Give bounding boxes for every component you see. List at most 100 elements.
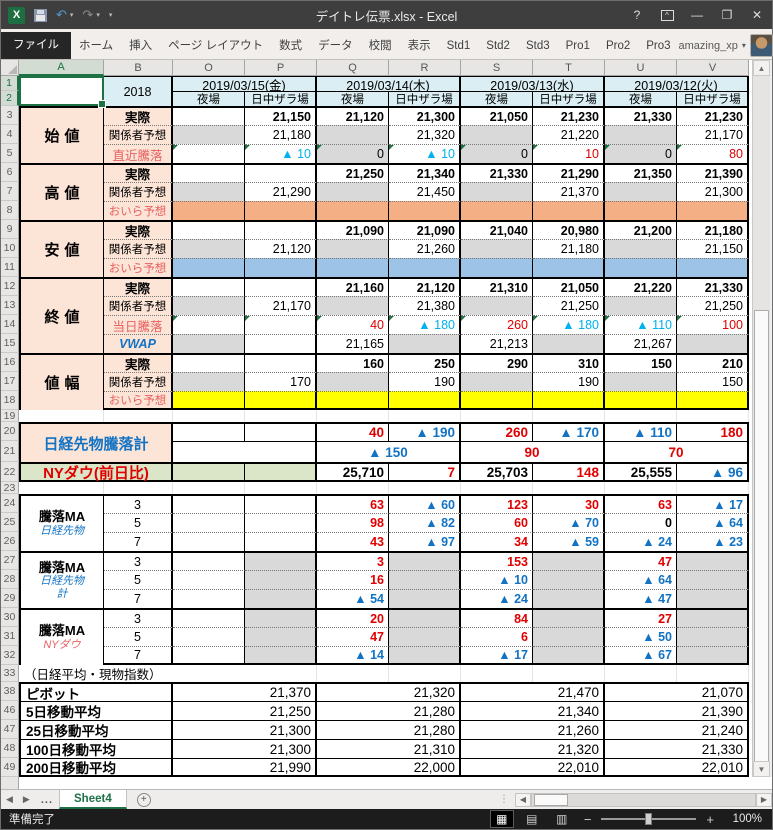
cell[interactable] xyxy=(173,220,245,239)
cell[interactable]: 21,213 xyxy=(461,334,533,353)
cell[interactable] xyxy=(173,315,245,334)
cell[interactable]: 21,350 xyxy=(605,163,677,182)
sheet-nav-right-icon[interactable]: ▶ xyxy=(22,794,30,804)
cell[interactable] xyxy=(461,296,533,315)
cell[interactable]: ▲ 23 xyxy=(677,532,749,551)
zoom-level[interactable]: 100% xyxy=(732,813,762,825)
cell[interactable]: 90 xyxy=(461,441,605,462)
cell[interactable] xyxy=(173,391,245,410)
cell[interactable]: 5 xyxy=(104,627,173,646)
cell[interactable]: 22,010 xyxy=(605,758,749,777)
column-header-A[interactable]: A xyxy=(19,60,104,76)
row-header-10[interactable]: 10 xyxy=(1,239,19,258)
cell[interactable]: 25日移動平均 xyxy=(19,720,173,739)
page-break-view-button[interactable]: ▥ xyxy=(556,812,568,826)
undo-icon[interactable]: ↶ xyxy=(56,7,67,22)
cell[interactable]: 21,150 xyxy=(245,106,317,125)
row-header-17[interactable]: 17 xyxy=(1,372,19,391)
cell[interactable]: ▲ 70 xyxy=(533,513,605,532)
cell[interactable] xyxy=(677,334,749,353)
cell[interactable] xyxy=(245,532,317,551)
cell[interactable]: 70 xyxy=(605,441,749,462)
cell[interactable] xyxy=(461,372,533,391)
maximize-button[interactable]: ❐ xyxy=(721,8,733,22)
cell[interactable]: 7 xyxy=(104,532,173,551)
row-header-46[interactable]: 46 xyxy=(1,701,19,720)
cell[interactable]: 30 xyxy=(533,494,605,513)
cell[interactable] xyxy=(173,589,245,608)
cell[interactable]: 21,267 xyxy=(605,334,677,353)
cell[interactable] xyxy=(173,627,245,646)
cell[interactable]: 21,220 xyxy=(533,125,605,144)
cell[interactable]: 高値 xyxy=(19,163,104,220)
row-header-12[interactable]: 12 xyxy=(1,277,19,296)
cell[interactable] xyxy=(104,410,173,422)
cell[interactable]: 関係者予想 xyxy=(104,296,173,315)
cell[interactable]: 21,090 xyxy=(389,220,461,239)
cell[interactable]: 100日移動平均 xyxy=(19,739,173,758)
cell[interactable] xyxy=(461,258,533,277)
cell[interactable] xyxy=(389,627,461,646)
cell[interactable] xyxy=(173,163,245,182)
cell[interactable]: 夜場 xyxy=(461,91,533,106)
cell[interactable] xyxy=(677,258,749,277)
cell[interactable]: 関係者予想 xyxy=(104,125,173,144)
cell[interactable]: 21,330 xyxy=(677,277,749,296)
cell[interactable]: 21,180 xyxy=(533,239,605,258)
cell[interactable]: ▲ 64 xyxy=(605,570,677,589)
cell[interactable] xyxy=(173,144,245,163)
cell[interactable]: NYダウ(前日比) xyxy=(19,462,173,482)
cell[interactable]: 関係者予想 xyxy=(104,239,173,258)
row-header-23[interactable]: 23 xyxy=(1,482,19,494)
cell[interactable] xyxy=(317,482,389,494)
cell[interactable]: 21,390 xyxy=(605,701,749,720)
cell[interactable]: 21,380 xyxy=(389,296,461,315)
cell[interactable] xyxy=(605,296,677,315)
minimize-button[interactable]: — xyxy=(691,8,703,22)
cell[interactable]: 200日移動平均 xyxy=(19,758,173,777)
cell[interactable]: ▲ 97 xyxy=(389,532,461,551)
cell[interactable]: 2019/03/15(金) xyxy=(173,76,317,93)
cell[interactable] xyxy=(389,665,461,682)
cell[interactable]: 250 xyxy=(389,353,461,372)
cell[interactable] xyxy=(173,410,245,422)
cell[interactable]: 安値 xyxy=(19,220,104,277)
tabbar-divider[interactable]: ⋮ xyxy=(499,794,509,805)
cell[interactable] xyxy=(317,201,389,220)
cell[interactable]: 0 xyxy=(461,144,533,163)
cell[interactable] xyxy=(605,372,677,391)
page-layout-view-button[interactable]: ▤ xyxy=(526,812,538,826)
cell[interactable] xyxy=(245,589,317,608)
cell[interactable]: 25,555 xyxy=(605,462,677,482)
column-header-S[interactable]: S xyxy=(461,60,533,76)
cell[interactable]: 21,250 xyxy=(533,296,605,315)
cell[interactable] xyxy=(605,391,677,410)
cell[interactable] xyxy=(533,258,605,277)
cell[interactable]: 騰落MA 日経先物 xyxy=(19,494,104,551)
undo-dropdown-icon[interactable]: ▾ xyxy=(69,12,74,19)
column-header-R[interactable]: R xyxy=(389,60,461,76)
cell[interactable]: 終値 xyxy=(19,277,104,353)
cell[interactable]: 21,260 xyxy=(389,239,461,258)
cell[interactable] xyxy=(389,201,461,220)
cell[interactable] xyxy=(173,258,245,277)
cell[interactable]: 夜場 xyxy=(317,91,389,106)
row-header-16[interactable]: 16 xyxy=(1,353,19,372)
cell[interactable] xyxy=(173,125,245,144)
cell[interactable]: ▲ 24 xyxy=(605,532,677,551)
cell[interactable]: 25,710 xyxy=(317,462,389,482)
row-header-27[interactable]: 27 xyxy=(1,551,19,570)
cell[interactable] xyxy=(389,589,461,608)
cell[interactable]: ▲ 64 xyxy=(677,513,749,532)
cell[interactable] xyxy=(245,665,317,682)
cell[interactable]: 25,703 xyxy=(461,462,533,482)
cell[interactable]: 実際 xyxy=(104,277,173,296)
cell[interactable] xyxy=(389,482,461,494)
cell[interactable] xyxy=(389,410,461,422)
column-header-T[interactable]: T xyxy=(533,60,605,76)
cell[interactable] xyxy=(533,334,605,353)
row-header-31[interactable]: 31 xyxy=(1,627,19,646)
cell[interactable] xyxy=(533,665,605,682)
row-header-6[interactable]: 6 xyxy=(1,163,19,182)
cell[interactable] xyxy=(533,570,605,589)
